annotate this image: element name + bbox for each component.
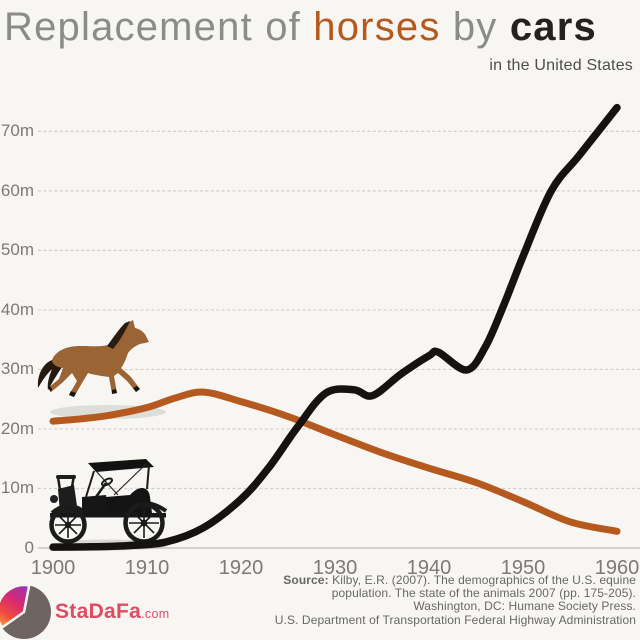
x-tick-label: 1950 [500,557,546,579]
horse-hooves [48,386,140,397]
car-illustration [49,459,168,551]
logo-tld: .com [141,607,170,621]
title-text-cars: cars [509,5,597,49]
y-tick-label: 70m [0,121,34,141]
title-text-horses: horses [313,5,441,49]
logo-brand: StaDaFa [55,600,142,623]
y-tick-label: 10m [0,478,34,498]
y-tick-label: 60m [0,180,34,200]
y-tick-label: 30m [0,359,34,379]
y-tick-label: 50m [0,240,34,260]
source-label: Source: [283,573,329,587]
source-text: Kilby, E.R. (2007). The demographics of … [332,573,636,587]
page-subtitle: in the United States [489,57,633,74]
source-line: U.S. Department of Transportation Federa… [274,612,636,627]
cars-line [49,103,621,551]
x-tick-label: 1960 [594,557,640,579]
x-tick-label: 1920 [218,557,264,579]
x-tick-label: 1940 [406,557,452,579]
source-line: Source: Kilby, E.R. (2007). The demograp… [275,573,636,587]
logo-wordmark: StaDaFa.com [55,600,169,624]
data-lines [49,103,621,551]
horse-tail [37,360,62,390]
title-text-by: by [440,5,510,49]
source-line: Washington, DC: Humane Society Press. [413,599,636,614]
y-tick-label: 20m [0,418,34,438]
logo-pie-icon [0,583,51,639]
horses-line [49,388,621,535]
source-line: population. The state of the animals 200… [331,586,636,601]
car-front-wheel [49,506,87,544]
x-tick-label: 1900 [30,557,76,579]
x-tick-label: 1910 [124,557,170,579]
horse-body [48,320,149,397]
source-citation: Source: Kilby, E.R. (2007). The demograp… [274,573,636,627]
horse-mane [107,321,130,349]
x-tick-label: 1930 [312,557,358,579]
y-tick-label: 0 [24,538,34,557]
page-title: Replacement of horses by cars [4,4,638,50]
car-rear-wheel [123,502,165,544]
title-text-replacement-of: Replacement of [4,5,314,49]
y-tick-label: 40m [0,299,34,319]
